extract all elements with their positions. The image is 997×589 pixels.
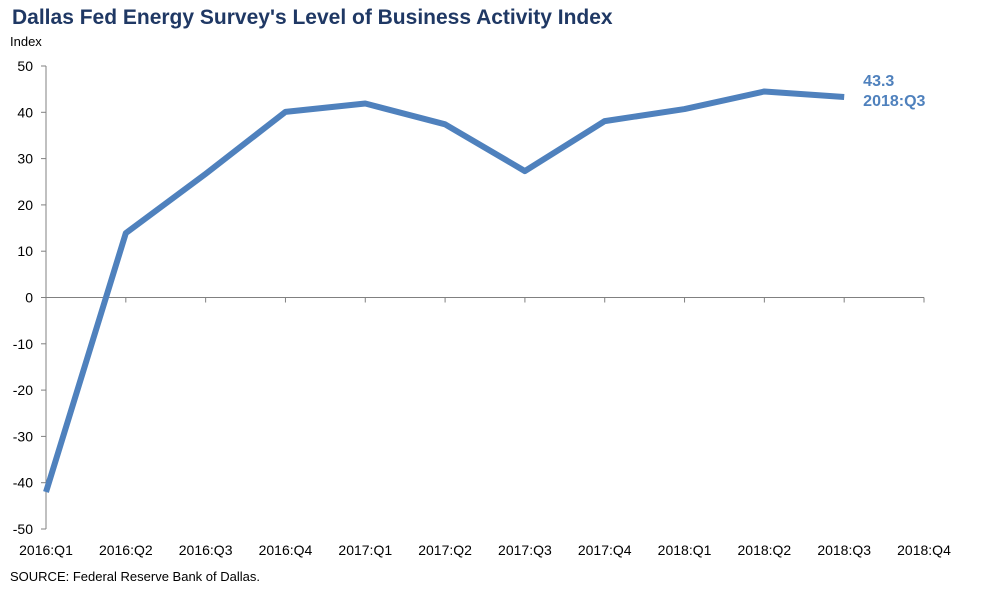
x-tick-label: 2016:Q2 [99, 542, 153, 558]
y-tick-label: 10 [17, 243, 33, 259]
x-tick-label: 2016:Q3 [179, 542, 233, 558]
x-tick-label: 2017:Q2 [418, 542, 472, 558]
y-tick-label: 30 [17, 151, 33, 167]
x-tick-label: 2016:Q4 [259, 542, 313, 558]
chart-title: Dallas Fed Energy Survey's Level of Busi… [12, 6, 613, 29]
x-tick-label: 2018:Q3 [817, 542, 871, 558]
annotation-value: 43.3 [863, 73, 894, 90]
source-note: SOURCE: Federal Reserve Bank of Dallas. [10, 569, 260, 584]
y-tick-label: 20 [17, 197, 33, 213]
x-tick-label: 2017:Q4 [578, 542, 632, 558]
y-tick-label: 0 [25, 290, 33, 306]
y-tick-label: 50 [17, 58, 33, 74]
x-tick-label: 2018:Q1 [658, 542, 712, 558]
y-tick-labels: 50 40 30 20 10 0 -10 -20 -30 -40 -50 [13, 58, 33, 537]
y-tick-label: -50 [13, 521, 33, 537]
chart-axes [41, 65, 925, 530]
annotation-period: 2018:Q3 [863, 93, 925, 110]
x-tick-label: 2016:Q1 [19, 542, 73, 558]
x-tick-label: 2018:Q2 [738, 542, 792, 558]
y-tick-label: -20 [13, 382, 33, 398]
y-tick-label: -40 [13, 475, 33, 491]
y-tick-label: -30 [13, 428, 33, 444]
x-tick-labels: 2016:Q1 2016:Q2 2016:Q3 2016:Q4 2017:Q1 2017:… [19, 542, 951, 558]
x-tick-label: 2018:Q4 [897, 542, 951, 558]
y-axis-label: Index [10, 34, 42, 49]
y-tick-label: -10 [13, 336, 33, 352]
series-line [43, 88, 845, 493]
series-layer [43, 88, 845, 493]
annotation-layer: 43.3 2018:Q3 [863, 73, 925, 110]
x-tick-label: 2017:Q3 [498, 542, 552, 558]
y-tick-label: 40 [17, 104, 33, 120]
x-tick-label: 2017:Q1 [338, 542, 392, 558]
